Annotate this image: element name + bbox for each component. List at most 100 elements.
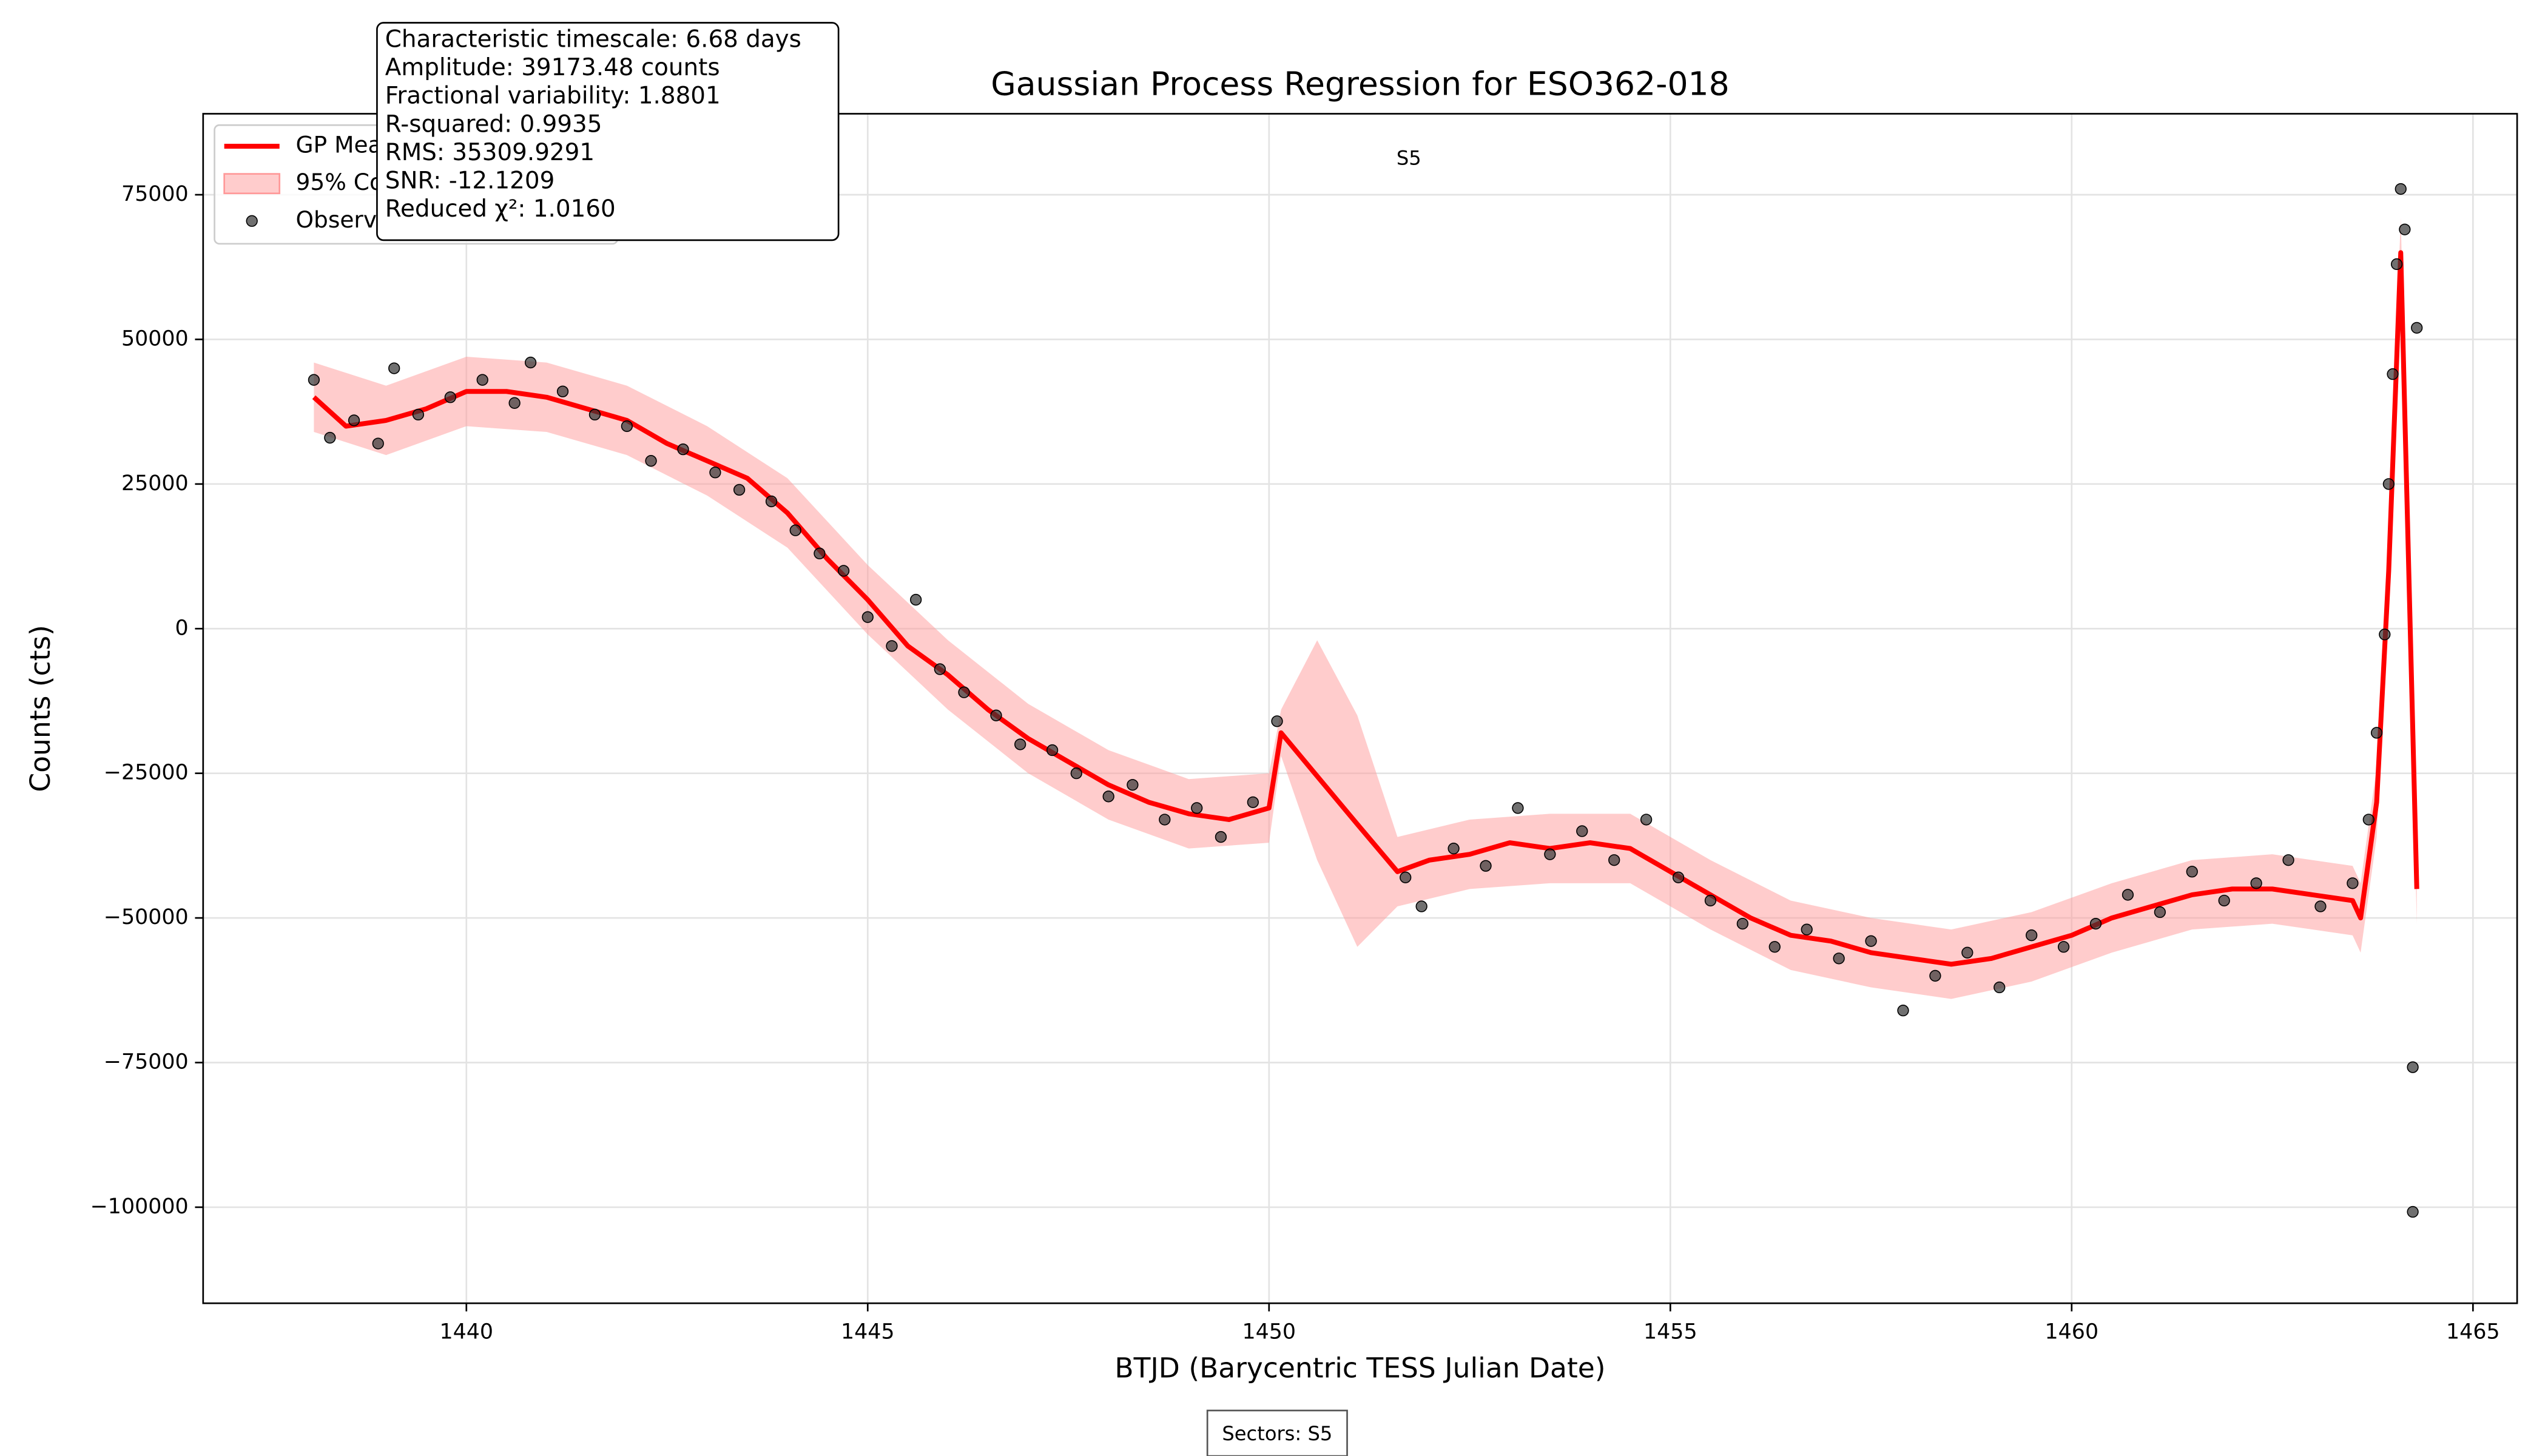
observation-point [308, 374, 320, 386]
observation-point [412, 408, 425, 421]
observation-point [1801, 923, 1813, 935]
observation-point [476, 374, 488, 386]
observation-point [2282, 854, 2294, 866]
observation-point [1247, 796, 1259, 808]
annotation-line: Fractional variability: 1.8801 [385, 83, 721, 110]
confidence-band [314, 218, 2417, 999]
observation-point [524, 356, 537, 369]
observation-point [1929, 969, 1941, 982]
observation-point [2399, 223, 2411, 235]
observation-point [2122, 889, 2134, 901]
annotation-line: SNR: -12.1209 [385, 167, 554, 195]
sector-label: S5 [1397, 147, 1421, 170]
observation-point [1014, 738, 1026, 750]
observation-point [2026, 929, 2038, 942]
observation-point [2379, 629, 2391, 641]
observation-point [2057, 941, 2070, 953]
observation-point [1544, 848, 1556, 860]
observation-point [2370, 727, 2383, 739]
footer-box [1206, 1409, 1348, 1456]
y-axis-label: Counts (cts) [24, 625, 56, 792]
observation-point [2314, 900, 2327, 912]
observation-point [588, 408, 601, 421]
observation-point [2395, 183, 2407, 195]
observation-point [1640, 814, 1653, 826]
annotation-line: Reduced χ²: 1.0160 [385, 195, 616, 223]
observation-point [2407, 1205, 2419, 1218]
observation-point [765, 495, 778, 508]
observation-point [2186, 866, 2198, 878]
observation-point [1768, 941, 1781, 953]
observation-point [1833, 952, 1845, 965]
observation-point [1672, 871, 1685, 883]
x-tick-label: 1460 [2045, 1320, 2099, 1344]
observation-point [324, 431, 336, 444]
observation-point [1191, 802, 1203, 814]
observation-point [1215, 831, 1227, 843]
observation-point [1070, 767, 1082, 780]
x-axis-label: BTJD (Barycentric TESS Julian Date) [1114, 1352, 1605, 1384]
observation-point [1415, 900, 1427, 912]
observation-point [645, 455, 657, 467]
observation-point [861, 611, 874, 623]
observation-point [1865, 935, 1877, 947]
observation-point [1127, 779, 1139, 791]
observation-point [1897, 1005, 1909, 1017]
x-tick-label: 1445 [841, 1320, 895, 1344]
observation-point [1512, 802, 1524, 814]
observation-point [1102, 790, 1114, 803]
x-tick-label: 1450 [1242, 1320, 1296, 1344]
observation-point [1400, 871, 1412, 883]
observation-point [2250, 877, 2262, 889]
plot-frame [202, 113, 2518, 1304]
legend-swatch [223, 173, 281, 195]
observation-point [789, 524, 801, 536]
observation-point [709, 467, 721, 479]
observation-point [444, 391, 456, 403]
observation-point [934, 663, 946, 675]
observation-point [2387, 368, 2399, 380]
observation-point [348, 414, 360, 426]
observation-point [733, 484, 746, 496]
y-tick-label: 75000 [121, 182, 189, 206]
y-tick-label: 0 [175, 616, 189, 640]
annotation-line: R-squared: 0.9935 [385, 110, 602, 138]
observation-point [2154, 906, 2166, 918]
annotation-line: Amplitude: 39173.48 counts [385, 54, 720, 81]
observation-point [814, 547, 826, 559]
observation-point [837, 565, 850, 577]
observation-point [1448, 842, 1460, 855]
observation-point [1159, 814, 1171, 826]
y-tick-label: −75000 [104, 1050, 189, 1074]
observation-point [1271, 715, 1283, 727]
observation-point [2362, 814, 2374, 826]
legend-swatch [246, 215, 258, 227]
observation-point [958, 686, 970, 698]
observation-point [1704, 894, 1717, 907]
observation-point [886, 640, 898, 652]
observation-point [1961, 946, 1973, 959]
y-tick-label: −50000 [104, 905, 189, 929]
observation-point [556, 385, 569, 397]
observation-point [388, 362, 400, 374]
observation-point [2407, 1061, 2419, 1073]
observation-point [1480, 860, 1492, 872]
observation-point [2382, 478, 2395, 490]
observation-point [2391, 258, 2403, 271]
x-tick-label: 1440 [439, 1320, 493, 1344]
y-tick-label: −25000 [104, 761, 189, 785]
observation-point [2411, 322, 2423, 334]
observation-point [1608, 854, 1620, 866]
x-tick-label: 1465 [2446, 1320, 2500, 1344]
observation-point [1046, 744, 1059, 757]
observation-point [508, 397, 521, 409]
footer: Sectors: S5 [1222, 1422, 1332, 1445]
x-tick-label: 1455 [1643, 1320, 1697, 1344]
observation-point [372, 437, 384, 450]
observation-point [2347, 877, 2359, 889]
observation-point [910, 593, 922, 606]
y-tick-label: −100000 [90, 1195, 189, 1219]
observation-point [1994, 981, 2006, 994]
